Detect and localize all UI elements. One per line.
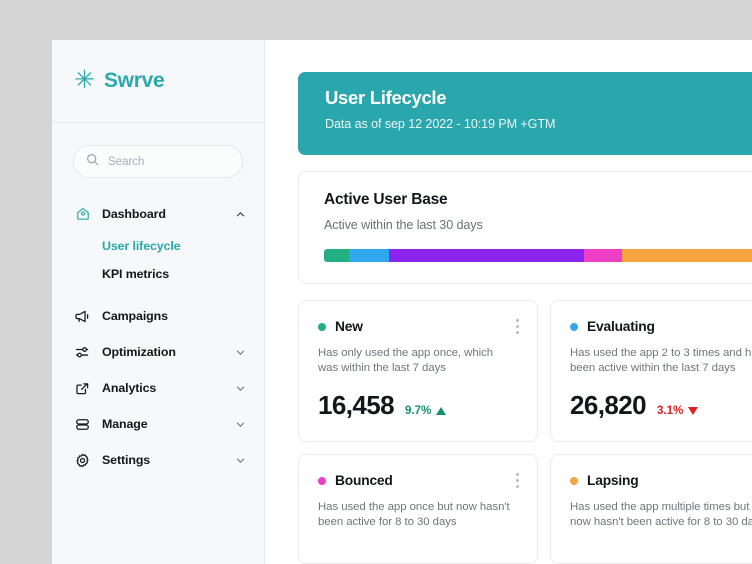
chevron-up-icon[interactable] [234, 208, 246, 220]
tiles-column-left: New Has only used the app once, which wa… [298, 300, 538, 564]
status-dot [570, 322, 578, 331]
tiles-column-right: Evaluating Has used the app 2 to 3 times… [550, 300, 752, 564]
status-dot [570, 476, 578, 485]
search-box[interactable] [73, 145, 243, 178]
active-user-base-subtitle: Active within the last 30 days [324, 218, 483, 232]
search-icon [86, 153, 99, 171]
sidebar-item-kpi-metrics[interactable]: KPI metrics [102, 267, 170, 281]
sidebar-item-dashboard[interactable]: Dashboard [52, 196, 264, 232]
search-input[interactable] [108, 155, 230, 168]
tile-title: Bounced [335, 473, 393, 488]
active-user-base-title: Active User Base [324, 191, 448, 208]
tile-lapsing[interactable]: Lapsing Has used the app multiple times … [550, 454, 752, 564]
tile-metric: 16,458 9.7% [318, 390, 447, 421]
tile-description: Has used the app multiple times but now … [570, 501, 752, 529]
bar-segment-engaged[interactable] [388, 249, 585, 262]
bar-segment-lapsing[interactable] [622, 249, 752, 262]
metric-value: 16,458 [318, 390, 395, 420]
delta-value: 3.1% [656, 404, 684, 417]
tile-header: Evaluating [570, 319, 752, 334]
sidebar-item-label: Campaigns [102, 309, 168, 323]
metric-value: 26,820 [570, 390, 647, 420]
tile-title: New [335, 319, 363, 334]
sidebar-item-analytics[interactable]: Analytics [52, 370, 264, 406]
tile-evaluating[interactable]: Evaluating Has used the app 2 to 3 times… [550, 300, 752, 442]
megaphone-icon [74, 308, 91, 325]
home-icon [74, 206, 91, 223]
sidebar-item-label: Analytics [102, 381, 157, 395]
data-timestamp: Data as of sep 12 2022 - 10:19 PM +GTM [325, 117, 556, 131]
tile-bounced[interactable]: Bounced Has used the app once but now ha… [298, 454, 538, 564]
bar-segment-new[interactable] [324, 249, 349, 262]
sidebar-subnav-dashboard: User lifecycle KPI metrics [52, 232, 264, 288]
search-container [52, 123, 264, 178]
tile-header: New [318, 319, 519, 334]
kebab-menu-icon[interactable] [516, 473, 519, 488]
bar-segment-evaluating[interactable] [348, 249, 389, 262]
tile-header: Lapsing [570, 473, 752, 488]
tile-new[interactable]: New Has only used the app once, which wa… [298, 300, 538, 442]
brand-name: Swrve [103, 69, 165, 92]
sidebar-item-label: Dashboard [102, 207, 166, 221]
page-title: User Lifecycle [325, 87, 447, 108]
kebab-menu-icon[interactable] [516, 319, 519, 334]
chevron-down-icon[interactable] [234, 382, 246, 394]
bar-segment-bounced[interactable] [584, 249, 623, 262]
lifecycle-distribution-bar[interactable] [324, 249, 752, 262]
app-window: ✳ Swrve Dashbo [52, 40, 752, 564]
chevron-down-icon[interactable] [234, 454, 246, 466]
sliders-icon [74, 344, 91, 361]
chevron-down-icon[interactable] [234, 418, 246, 430]
tile-header: Bounced [318, 473, 519, 488]
gear-icon [74, 452, 91, 469]
tile-description: Has used the app 2 to 3 times and has be… [570, 347, 752, 375]
sidebar-item-label: Optimization [102, 345, 176, 359]
analytics-icon [74, 380, 91, 397]
arrow-down-icon [688, 406, 699, 415]
active-user-base-card: Active User Base Active within the last … [298, 171, 752, 284]
page-banner: User Lifecycle Data as of sep 12 2022 - … [298, 72, 752, 155]
sidebar: ✳ Swrve Dashbo [52, 40, 265, 564]
nav-chevron-placeholder [234, 310, 246, 322]
sidebar-item-campaigns[interactable]: Campaigns [52, 298, 264, 334]
database-icon [74, 416, 91, 433]
arrow-up-icon [436, 406, 447, 415]
delta-badge: 9.7% [404, 404, 447, 417]
main-content: User Lifecycle Data as of sep 12 2022 - … [265, 40, 752, 564]
tile-description: Has used the app once but now hasn't bee… [318, 501, 510, 529]
sidebar-nav: Dashboard User lifecycle KPI metrics [52, 178, 264, 478]
tile-description: Has only used the app once, which was wi… [318, 347, 494, 375]
sidebar-item-label: Manage [102, 417, 148, 431]
tile-metric: 26,820 3.1% [570, 390, 699, 421]
snowflake-asterisk-icon: ✳ [74, 65, 95, 94]
chevron-down-icon[interactable] [234, 346, 246, 358]
tile-title: Lapsing [587, 473, 639, 488]
tile-title: Evaluating [587, 319, 655, 334]
status-dot [318, 322, 326, 331]
lifecycle-tiles: New Has only used the app once, which wa… [298, 300, 752, 564]
sidebar-item-label: Settings [102, 453, 151, 467]
status-dot [318, 476, 326, 485]
sidebar-item-user-lifecycle[interactable]: User lifecycle [102, 239, 181, 253]
nav-spacer [52, 288, 264, 298]
delta-badge: 3.1% [656, 404, 699, 417]
sidebar-item-manage[interactable]: Manage [52, 406, 264, 442]
sidebar-item-optimization[interactable]: Optimization [52, 334, 264, 370]
delta-value: 9.7% [404, 404, 432, 417]
brand-logo[interactable]: ✳ Swrve [52, 40, 264, 123]
sidebar-item-settings[interactable]: Settings [52, 442, 264, 478]
